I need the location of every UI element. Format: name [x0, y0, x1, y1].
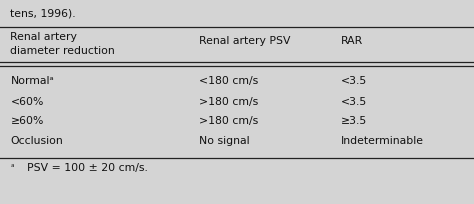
Text: ≥60%: ≥60%	[10, 116, 44, 126]
Text: Renal artery PSV: Renal artery PSV	[199, 36, 291, 46]
Text: ᵃ: ᵃ	[10, 163, 14, 172]
Text: <3.5: <3.5	[341, 76, 367, 86]
Text: >180 cm/s: >180 cm/s	[199, 97, 258, 107]
Text: ≥3.5: ≥3.5	[341, 116, 367, 126]
Text: No signal: No signal	[199, 136, 250, 146]
Text: Indeterminable: Indeterminable	[341, 136, 424, 146]
Text: tens, 1996).: tens, 1996).	[10, 8, 76, 18]
Text: Renal artery
diameter reduction: Renal artery diameter reduction	[10, 32, 115, 56]
Text: Normalᵃ: Normalᵃ	[10, 76, 54, 86]
Text: Occlusion: Occlusion	[10, 136, 63, 146]
Text: <60%: <60%	[10, 97, 44, 107]
Text: <3.5: <3.5	[341, 97, 367, 107]
Text: <180 cm/s: <180 cm/s	[199, 76, 258, 86]
Text: >180 cm/s: >180 cm/s	[199, 116, 258, 126]
Text: RAR: RAR	[341, 36, 364, 46]
Text: PSV = 100 ± 20 cm/s.: PSV = 100 ± 20 cm/s.	[20, 163, 148, 173]
